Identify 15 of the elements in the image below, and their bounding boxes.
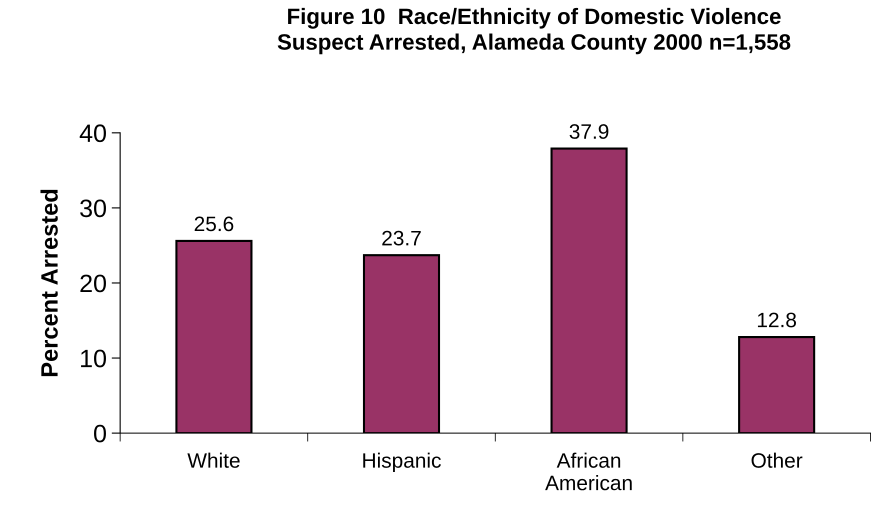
data-label: 25.6 [194,216,234,232]
y-tick-label: 30 [80,200,106,218]
y-tick-label: 20 [80,274,106,292]
data-label: 37.9 [570,124,608,139]
x-tick-label: Other [752,452,802,468]
y-axis-title: Percent Arrested [40,190,58,376]
x-tick-label: White [187,452,240,468]
y-tick-label: 40 [80,124,106,142]
data-label: 23.7 [382,230,421,246]
x-tick-label: Hispanic [363,452,441,472]
data-label: 12.8 [758,312,796,328]
chart-title: Figure 10 Race/Ethnicity of Domestic Violence Suspect Arrested, Alameda County 2000 n=1,558 [278,8,790,54]
x-tick-label: African American [545,452,632,490]
y-tick-label: 0 [94,424,106,442]
y-tick-label: 10 [81,350,106,368]
